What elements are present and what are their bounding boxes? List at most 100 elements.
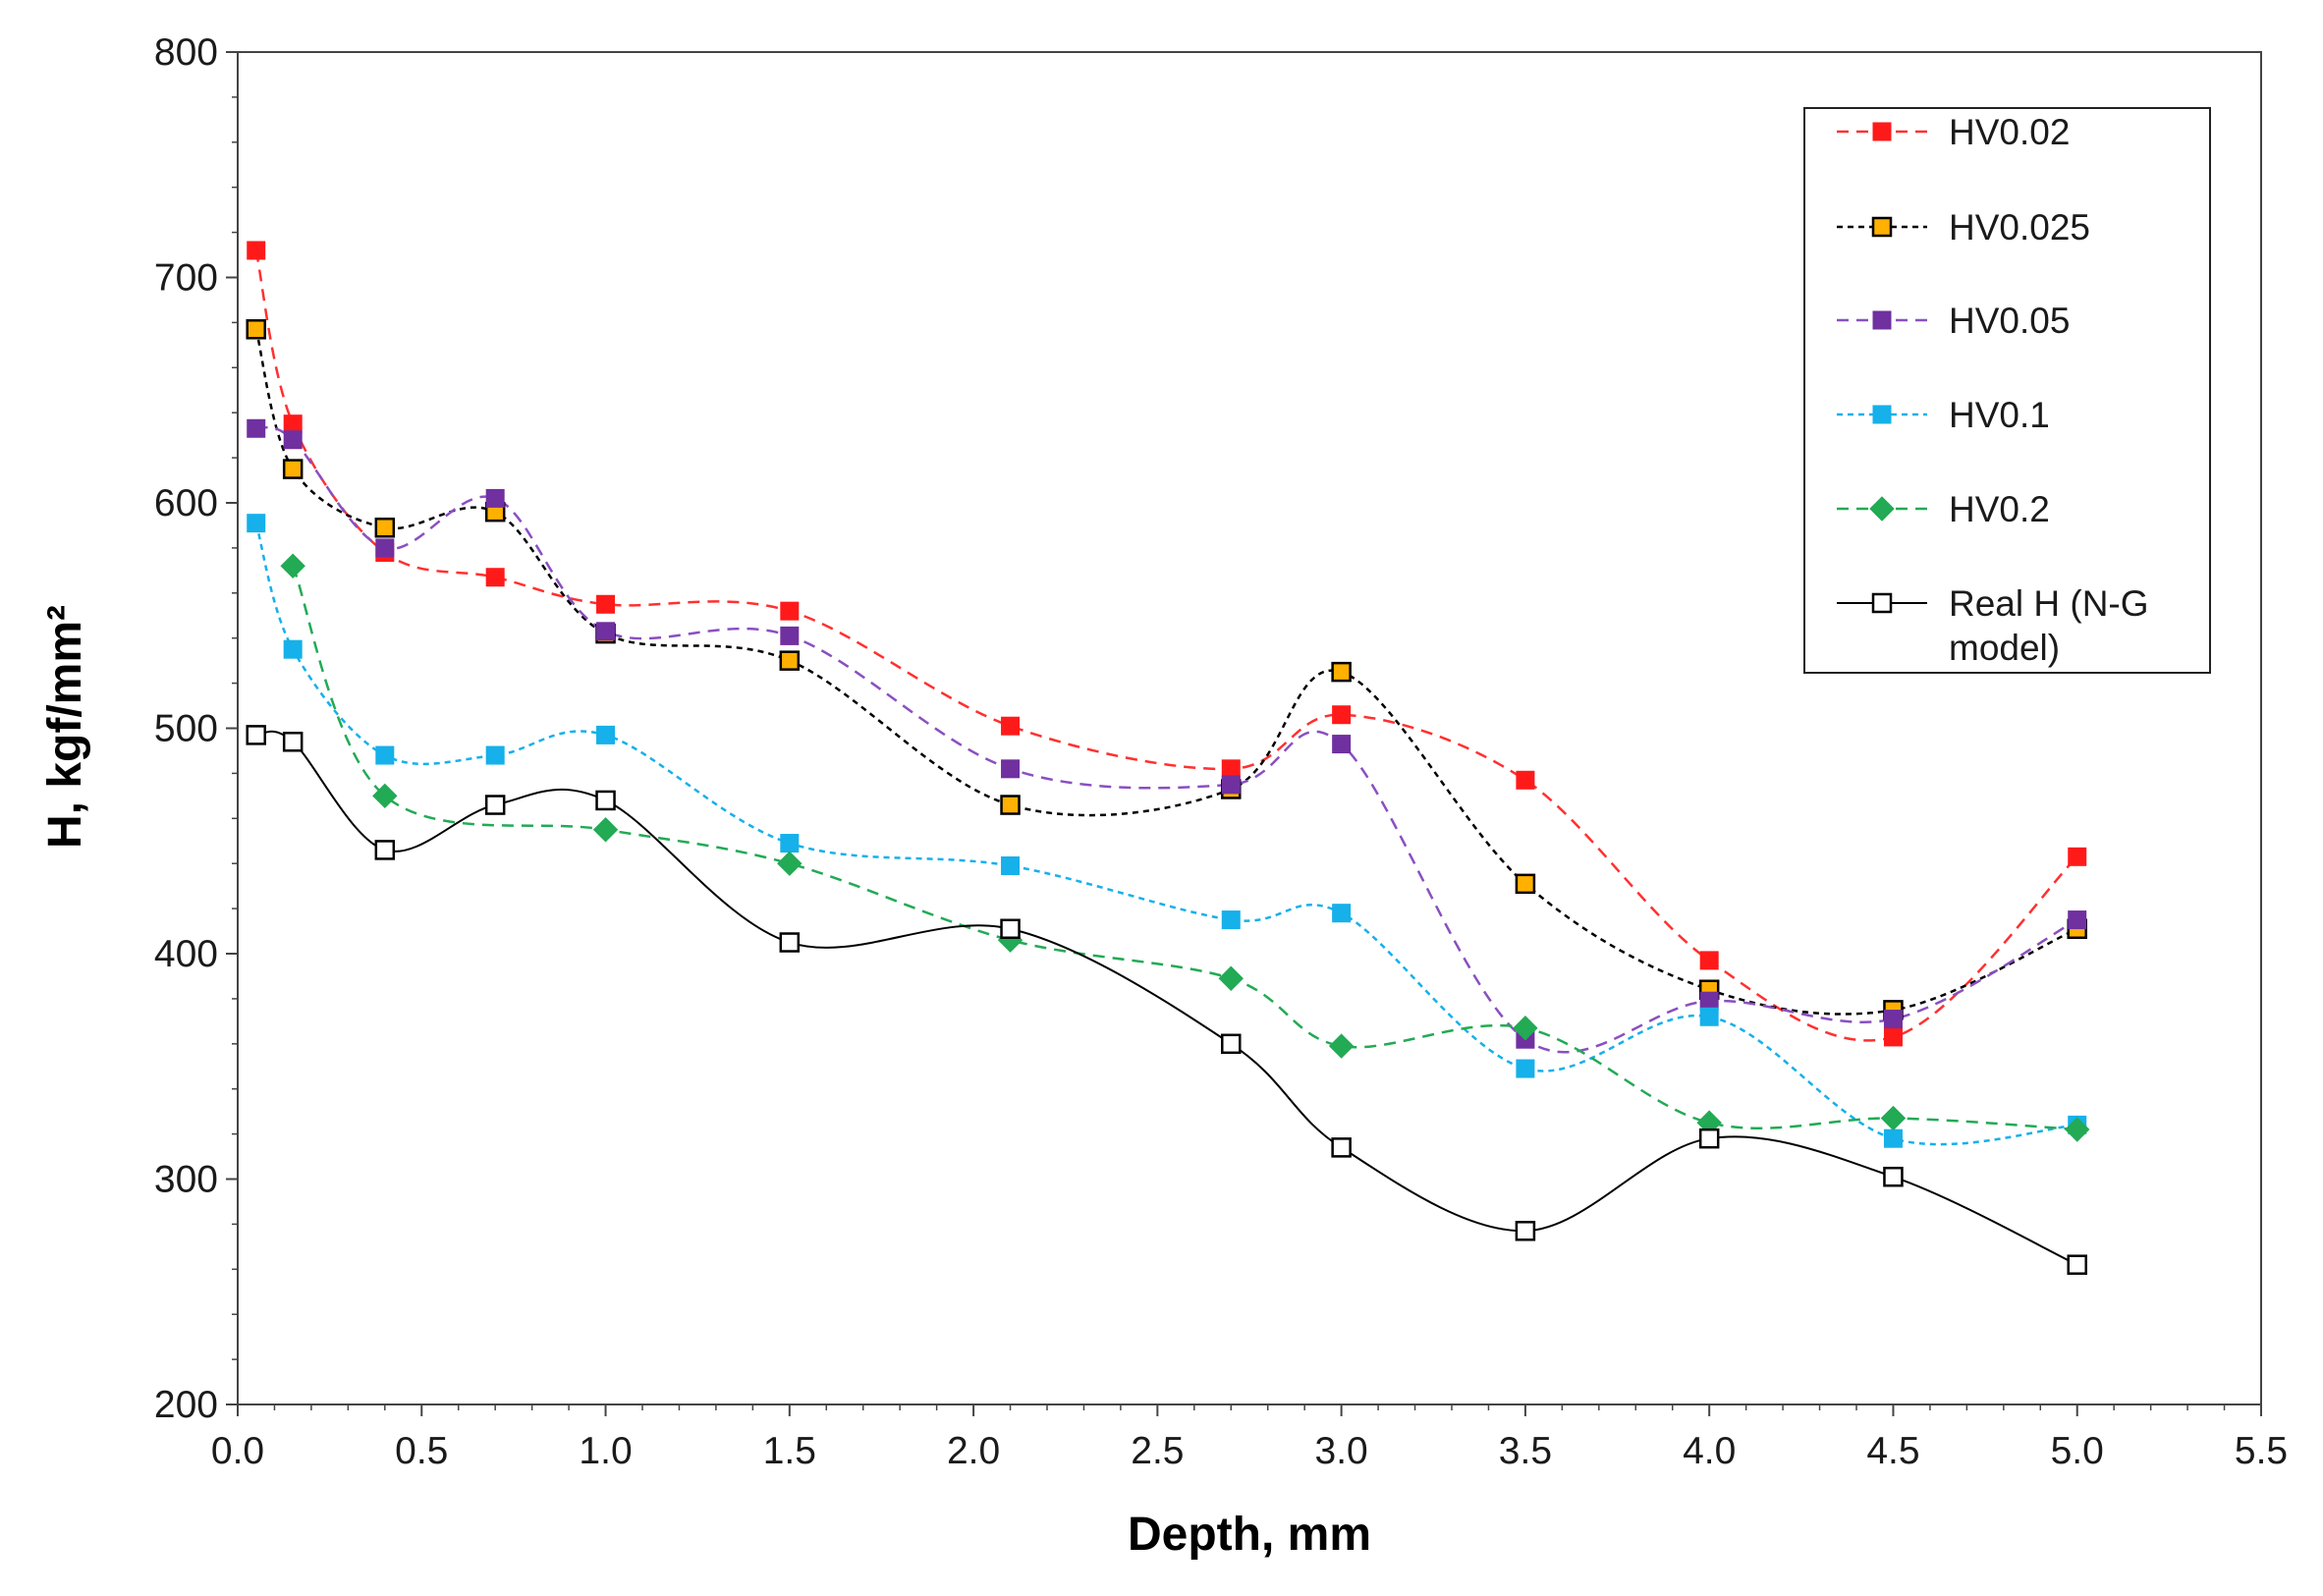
data-point-2 bbox=[2068, 910, 2087, 930]
legend-marker-5 bbox=[1871, 592, 1893, 614]
y-tick-label: 400 bbox=[154, 933, 218, 975]
data-point-0 bbox=[1883, 1027, 1903, 1047]
data-point-2 bbox=[1001, 759, 1021, 779]
legend-label-5-line2: model) bbox=[1949, 628, 2060, 668]
data-point-5 bbox=[779, 932, 801, 953]
y-tick-label: 800 bbox=[154, 31, 218, 74]
data-point-2 bbox=[1221, 775, 1241, 795]
data-point-5 bbox=[1221, 1033, 1242, 1055]
axes: 200 300 400 500 600 700 800 0.0 0.5 1.0 1.5 2.0 2.5 3… bbox=[154, 31, 2288, 1472]
legend-marker-1 bbox=[1871, 216, 1893, 238]
legend-label-2: HV0.05 bbox=[1949, 301, 2070, 341]
data-point-3 bbox=[780, 834, 800, 853]
data-point-4 bbox=[2065, 1117, 2090, 1142]
data-point-0 bbox=[1221, 759, 1241, 779]
y-tick-label: 500 bbox=[154, 708, 218, 750]
data-point-5 bbox=[374, 840, 396, 860]
x-tick-label: 3.0 bbox=[1315, 1430, 1368, 1472]
legend: HV0.02 HV0.025 HV0.05 HV0.1 HV0.2 Real H (N-G… bbox=[1803, 107, 2211, 674]
data-point-2 bbox=[780, 626, 800, 645]
legend-label-5: Real H (N-G bbox=[1949, 583, 2149, 624]
data-point-2 bbox=[247, 418, 266, 438]
data-point-3 bbox=[1221, 910, 1241, 930]
legend-label-1: HV0.025 bbox=[1949, 207, 2090, 248]
y-tick-label: 200 bbox=[154, 1384, 218, 1426]
x-tick-label: 4.5 bbox=[1866, 1430, 1919, 1472]
y-tick-label: 300 bbox=[154, 1159, 218, 1201]
data-point-3 bbox=[1516, 1059, 1535, 1078]
data-point-3 bbox=[1699, 1007, 1719, 1026]
x-tick-label: 4.0 bbox=[1683, 1430, 1736, 1472]
data-point-2 bbox=[283, 430, 303, 450]
data-point-3 bbox=[247, 514, 266, 533]
data-point-4 bbox=[1328, 1033, 1355, 1059]
data-point-3 bbox=[596, 725, 616, 744]
series-markers bbox=[246, 241, 2090, 1275]
legend-label-3: HV0.1 bbox=[1949, 395, 2050, 435]
data-point-1 bbox=[779, 650, 801, 671]
y-tick-label: 600 bbox=[154, 482, 218, 524]
legend-marker-2 bbox=[1872, 310, 1892, 330]
data-point-4 bbox=[592, 817, 619, 843]
x-tick-label: 0.0 bbox=[211, 1430, 264, 1472]
data-point-5 bbox=[282, 732, 304, 752]
x-axis-title: Depth, mm bbox=[1128, 1509, 1371, 1561]
x-tick-label: 1.0 bbox=[579, 1430, 632, 1472]
legend-marker-3 bbox=[1872, 405, 1892, 424]
x-tick-label: 1.5 bbox=[763, 1430, 816, 1472]
data-point-5 bbox=[1515, 1221, 1536, 1241]
data-point-4 bbox=[777, 851, 802, 876]
data-point-2 bbox=[1883, 1010, 1903, 1029]
data-point-3 bbox=[1001, 855, 1021, 875]
data-point-2 bbox=[485, 488, 505, 508]
data-point-5 bbox=[595, 790, 616, 811]
series-line-0 bbox=[254, 249, 2078, 1042]
data-point-0 bbox=[1001, 716, 1021, 736]
x-tick-label: 5.5 bbox=[2235, 1430, 2288, 1472]
data-point-0 bbox=[780, 601, 800, 621]
x-tick-label: 2.5 bbox=[1131, 1430, 1184, 1472]
data-point-1 bbox=[1331, 661, 1352, 683]
data-point-5 bbox=[246, 725, 266, 745]
data-point-3 bbox=[1332, 904, 1352, 923]
data-point-4 bbox=[280, 553, 305, 578]
series-line-5 bbox=[255, 730, 2078, 1266]
data-point-4 bbox=[1880, 1105, 1907, 1131]
legend-marker-0 bbox=[1872, 122, 1892, 141]
data-point-0 bbox=[1332, 705, 1352, 725]
legend-label-0: HV0.02 bbox=[1949, 112, 2070, 152]
data-point-3 bbox=[1883, 1128, 1903, 1148]
data-point-0 bbox=[2068, 847, 2087, 866]
data-point-3 bbox=[283, 639, 303, 659]
data-point-1 bbox=[374, 517, 396, 538]
data-point-5 bbox=[1331, 1137, 1352, 1158]
data-point-0 bbox=[1699, 951, 1719, 970]
series-line-4 bbox=[292, 565, 2077, 1131]
data-point-1 bbox=[282, 459, 304, 479]
data-point-5 bbox=[1000, 918, 1021, 940]
data-point-2 bbox=[375, 538, 395, 558]
data-point-0 bbox=[485, 568, 505, 587]
data-point-2 bbox=[1699, 991, 1719, 1011]
data-point-3 bbox=[375, 745, 395, 765]
x-tick-label: 2.0 bbox=[947, 1430, 1000, 1472]
data-point-4 bbox=[372, 783, 398, 809]
data-point-5 bbox=[484, 795, 506, 815]
legend-marker-4 bbox=[1869, 496, 1895, 522]
data-point-0 bbox=[596, 594, 616, 614]
y-tick-label: 700 bbox=[154, 257, 218, 300]
y-axis-title: H, kgf/mm² bbox=[39, 605, 91, 849]
x-tick-label: 3.5 bbox=[1499, 1430, 1552, 1472]
data-point-0 bbox=[247, 241, 266, 260]
data-point-2 bbox=[596, 622, 616, 641]
data-point-5 bbox=[2067, 1254, 2087, 1275]
x-tick-label: 0.5 bbox=[395, 1430, 448, 1472]
x-tick-label: 5.0 bbox=[2051, 1430, 2104, 1472]
data-point-5 bbox=[1698, 1128, 1720, 1149]
data-point-0 bbox=[1516, 770, 1535, 790]
data-point-1 bbox=[1515, 873, 1536, 895]
data-point-0 bbox=[283, 414, 303, 434]
data-point-4 bbox=[1513, 1016, 1538, 1041]
legend-box bbox=[1803, 107, 2211, 674]
